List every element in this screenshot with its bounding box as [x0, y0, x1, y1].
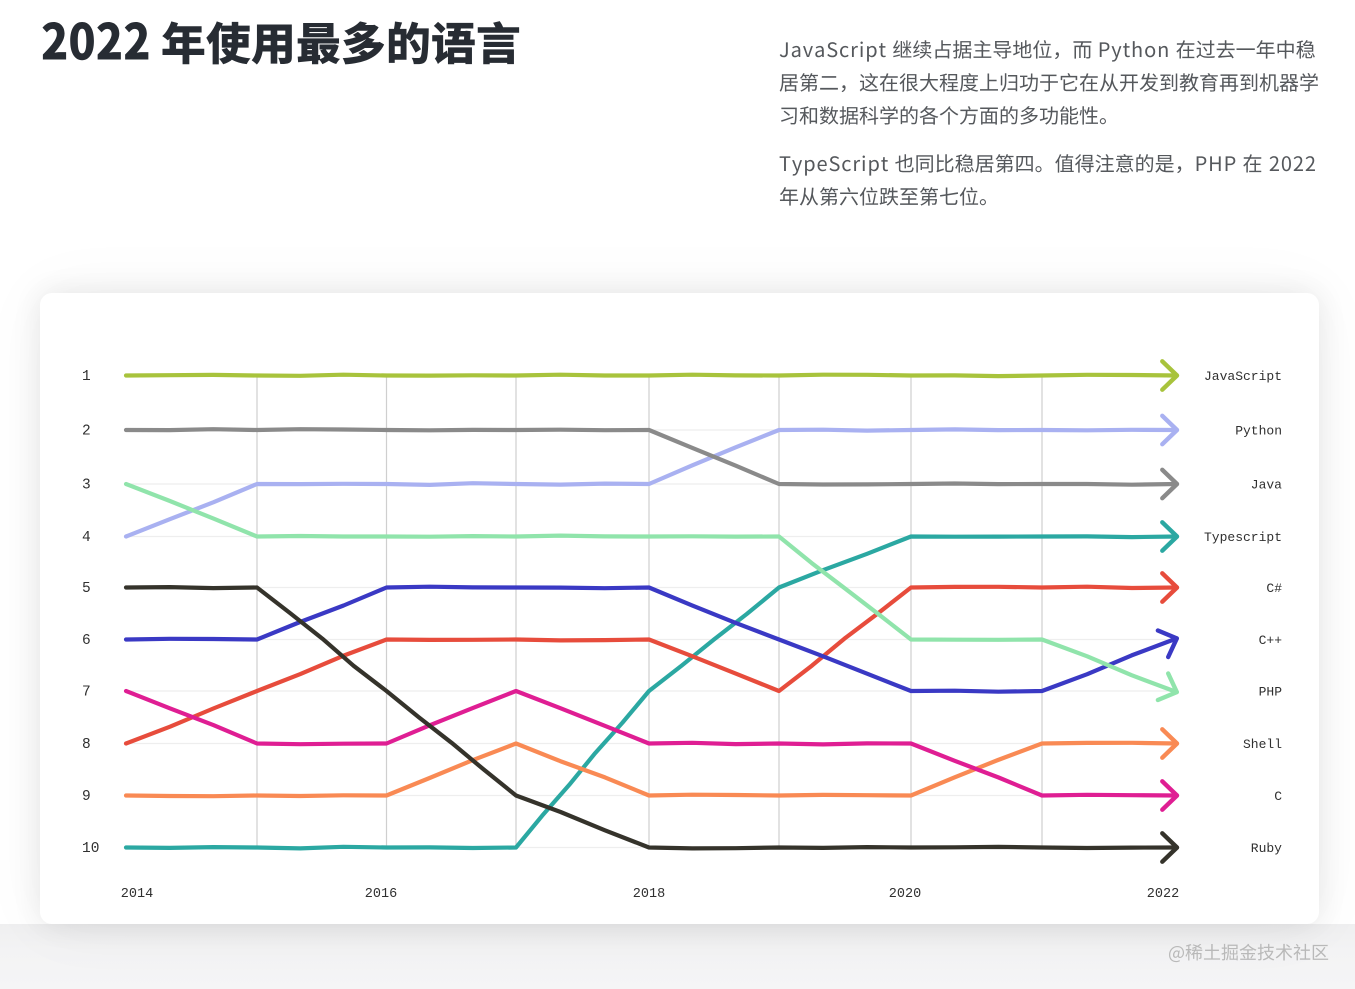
svg-text:Typescript: Typescript [1204, 530, 1282, 545]
svg-text:7: 7 [82, 685, 91, 701]
svg-text:6: 6 [82, 633, 91, 649]
svg-text:Ruby: Ruby [1251, 841, 1282, 856]
svg-text:C#: C# [1266, 581, 1282, 596]
svg-text:8: 8 [82, 737, 91, 753]
svg-text:PHP: PHP [1259, 685, 1283, 700]
svg-text:10: 10 [82, 841, 99, 857]
svg-text:2014: 2014 [121, 887, 153, 902]
svg-text:9: 9 [82, 789, 91, 805]
svg-text:C++: C++ [1259, 633, 1283, 648]
svg-text:Java: Java [1251, 478, 1282, 493]
svg-text:Shell: Shell [1243, 737, 1282, 752]
svg-text:2016: 2016 [365, 887, 397, 902]
svg-text:2: 2 [82, 424, 91, 440]
svg-text:4: 4 [82, 530, 91, 546]
svg-text:Python: Python [1235, 424, 1282, 439]
svg-text:2018: 2018 [633, 887, 665, 902]
svg-text:3: 3 [82, 478, 91, 494]
svg-text:2022: 2022 [1147, 887, 1179, 902]
svg-text:2020: 2020 [889, 887, 921, 902]
svg-text:C: C [1274, 789, 1282, 804]
svg-text:1: 1 [82, 369, 91, 385]
svg-text:5: 5 [82, 581, 91, 597]
svg-text:JavaScript: JavaScript [1204, 369, 1282, 384]
